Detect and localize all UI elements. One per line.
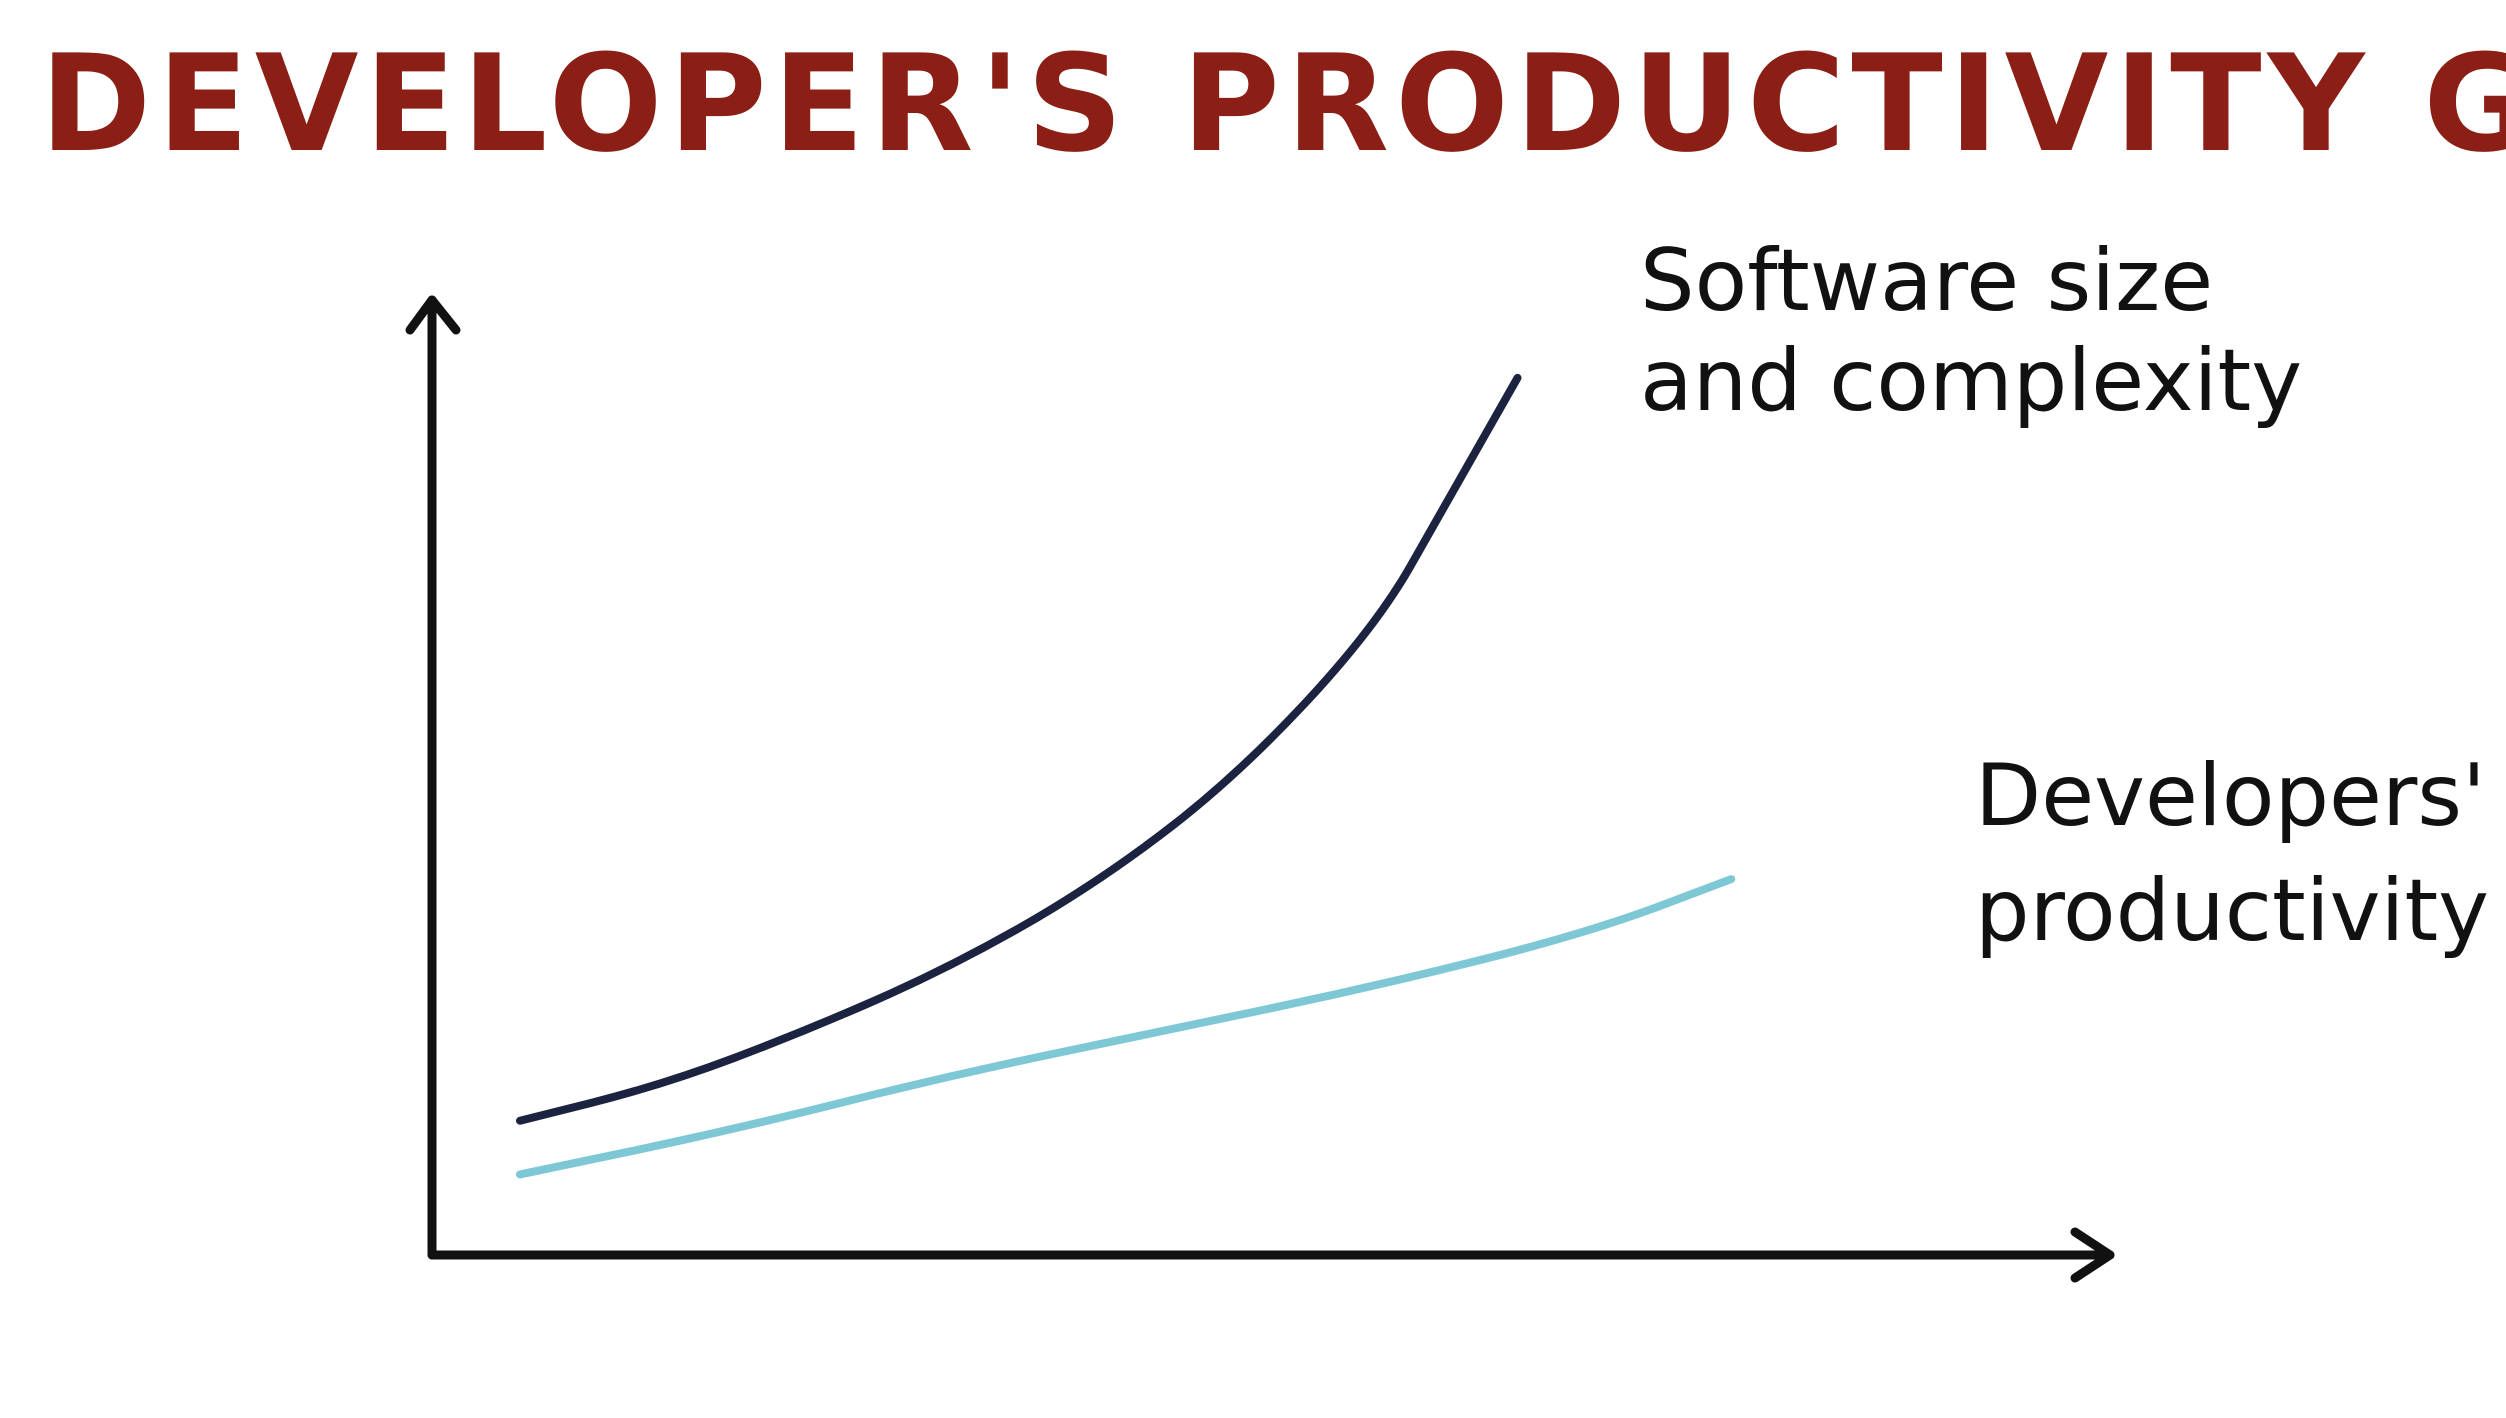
x-axis-arrowhead (2070, 1227, 2115, 1283)
y-axis-arrowhead (405, 295, 461, 335)
chart-title: DEVELOPER'S PRODUCTIVITY GROWTH (40, 26, 2506, 182)
series-line-1 (516, 875, 1736, 1179)
series-layer (516, 373, 1736, 1179)
chart-axes (405, 295, 2115, 1283)
series-label-0-line-0: Software size (1640, 231, 2213, 331)
series-label-1-line-0: Developers' (1975, 746, 2486, 846)
series-label-1-line-1: productivity (1975, 861, 2489, 961)
series-line-0 (516, 373, 1522, 1125)
series-label-0-line-1: and complexity (1640, 331, 2302, 431)
